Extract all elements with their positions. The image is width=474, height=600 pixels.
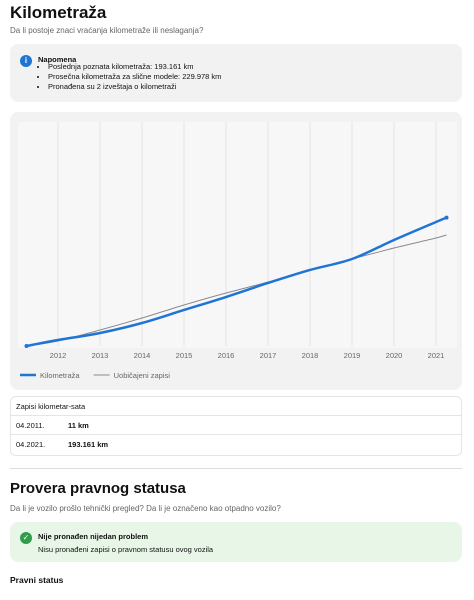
x-tick-label: 2018 [302,351,319,360]
x-tick-label: 2020 [386,351,403,360]
line [26,234,447,347]
x-tick-label: 2012 [50,351,67,360]
status-text: Nisu pronađeni zapisi o pravnom statusu … [38,545,214,554]
end-point [24,343,29,348]
cell: 04.2011. [16,421,45,430]
note-item: Poslednja poznata kilometraža: 193.161 k… [48,62,221,72]
x-tick-label: 2016 [218,351,235,360]
note-item: Prosečna kilometraža za slične modele: 2… [48,72,221,82]
cell: 193.161 km [68,440,109,449]
subtitle: Da li postoje znaci vraćanja kilometraže… [10,26,204,35]
note-box [10,44,462,102]
table-title: Zapisi kilometar-sata [16,402,86,411]
section-title: Provera pravnog statusa [10,480,186,497]
table [10,396,462,456]
info-icon: i [20,55,32,67]
plot-area [18,122,457,348]
cell: 11 km [68,421,89,430]
x-tick-label: 2019 [344,351,361,360]
cell: 04.2021. [16,440,46,449]
title: Kilometraža [10,3,107,22]
x-tick-label: 2015 [176,351,193,360]
x-tick-label: 2017 [260,351,277,360]
note-title: Napomena [38,55,77,64]
check-icon: ✓ [20,532,32,544]
status-box [10,522,462,562]
legend-label: Kilometraža [40,371,80,380]
x-tick-label: 2014 [134,351,151,360]
subtitle: Da li je vozilo prošlo tehnički pregled?… [10,504,281,513]
section-label: Pravni status [10,575,64,585]
line [26,216,447,348]
x-tick-label: 2021 [428,351,445,360]
legend-label: Uobičajeni zapisi [114,371,171,380]
x-tick-label: 2013 [92,351,109,360]
note-item: Pronađena su 2 izveštaja o kilometraži [48,82,221,92]
end-point [444,215,449,220]
status-title: Nije pronađen nijedan problem [38,532,149,541]
